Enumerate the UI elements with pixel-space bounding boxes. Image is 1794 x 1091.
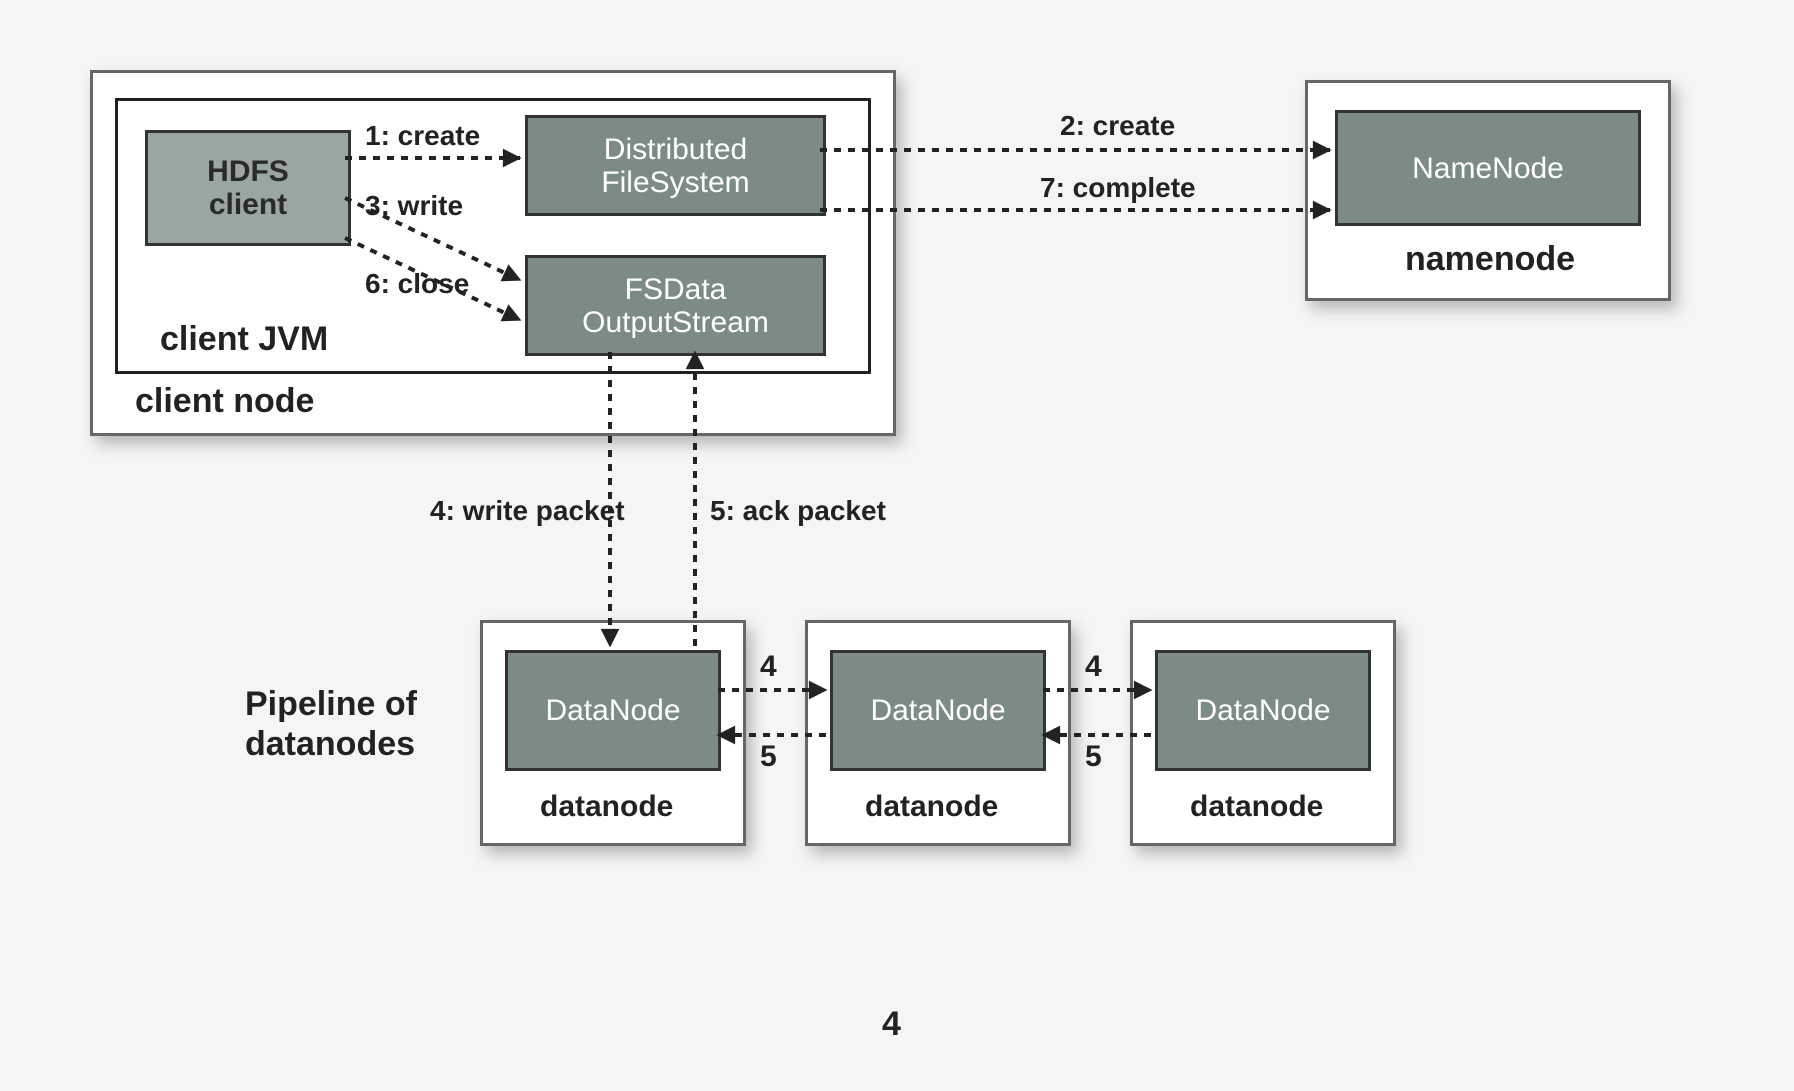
fsd-line2: OutputStream [582,306,769,339]
dfs-line1: Distributed [604,133,747,166]
datanode-caption-2: datanode [865,790,998,824]
datanode-caption-1: datanode [540,790,673,824]
fsdata-outputstream-box: FSData OutputStream [525,255,826,356]
label-3-write: 3: write [365,190,463,222]
datanode-caption-3: datanode [1190,790,1323,824]
datanode-box-3: DataNode [1155,650,1371,771]
dfs-line2: FileSystem [601,166,749,199]
pipeline-caption-l2: datanodes [245,725,415,764]
label-pipe-5a: 5 [760,740,777,774]
page-number: 4 [882,1005,901,1044]
label-4-write-packet: 4: write packet [430,495,625,527]
datanode-3-label: DataNode [1195,694,1330,727]
pipeline-caption-l1: Pipeline of [245,685,417,724]
label-pipe-5b: 5 [1085,740,1102,774]
namenode-line1: NameNode [1412,152,1564,185]
client-jvm-caption: client JVM [160,320,328,359]
datanode-1-label: DataNode [545,694,680,727]
diagram-stage: HDFS client Distributed FileSystem FSDat… [0,0,1794,1091]
datanode-2-label: DataNode [870,694,1005,727]
distributed-filesystem-box: Distributed FileSystem [525,115,826,216]
namenode-caption: namenode [1405,240,1575,279]
hdfs-line2: client [209,188,287,221]
hdfs-line1: HDFS [207,155,289,188]
label-7-complete: 7: complete [1040,172,1196,204]
namenode-box: NameNode [1335,110,1641,226]
label-1-create: 1: create [365,120,480,152]
client-node-caption: client node [135,382,314,421]
label-2-create: 2: create [1060,110,1175,142]
label-pipe-4b: 4 [1085,650,1102,684]
hdfs-client-box: HDFS client [145,130,351,246]
label-6-close: 6: close [365,268,469,300]
fsd-line1: FSData [625,273,727,306]
label-pipe-4a: 4 [760,650,777,684]
label-5-ack-packet: 5: ack packet [710,495,886,527]
datanode-box-2: DataNode [830,650,1046,771]
datanode-box-1: DataNode [505,650,721,771]
